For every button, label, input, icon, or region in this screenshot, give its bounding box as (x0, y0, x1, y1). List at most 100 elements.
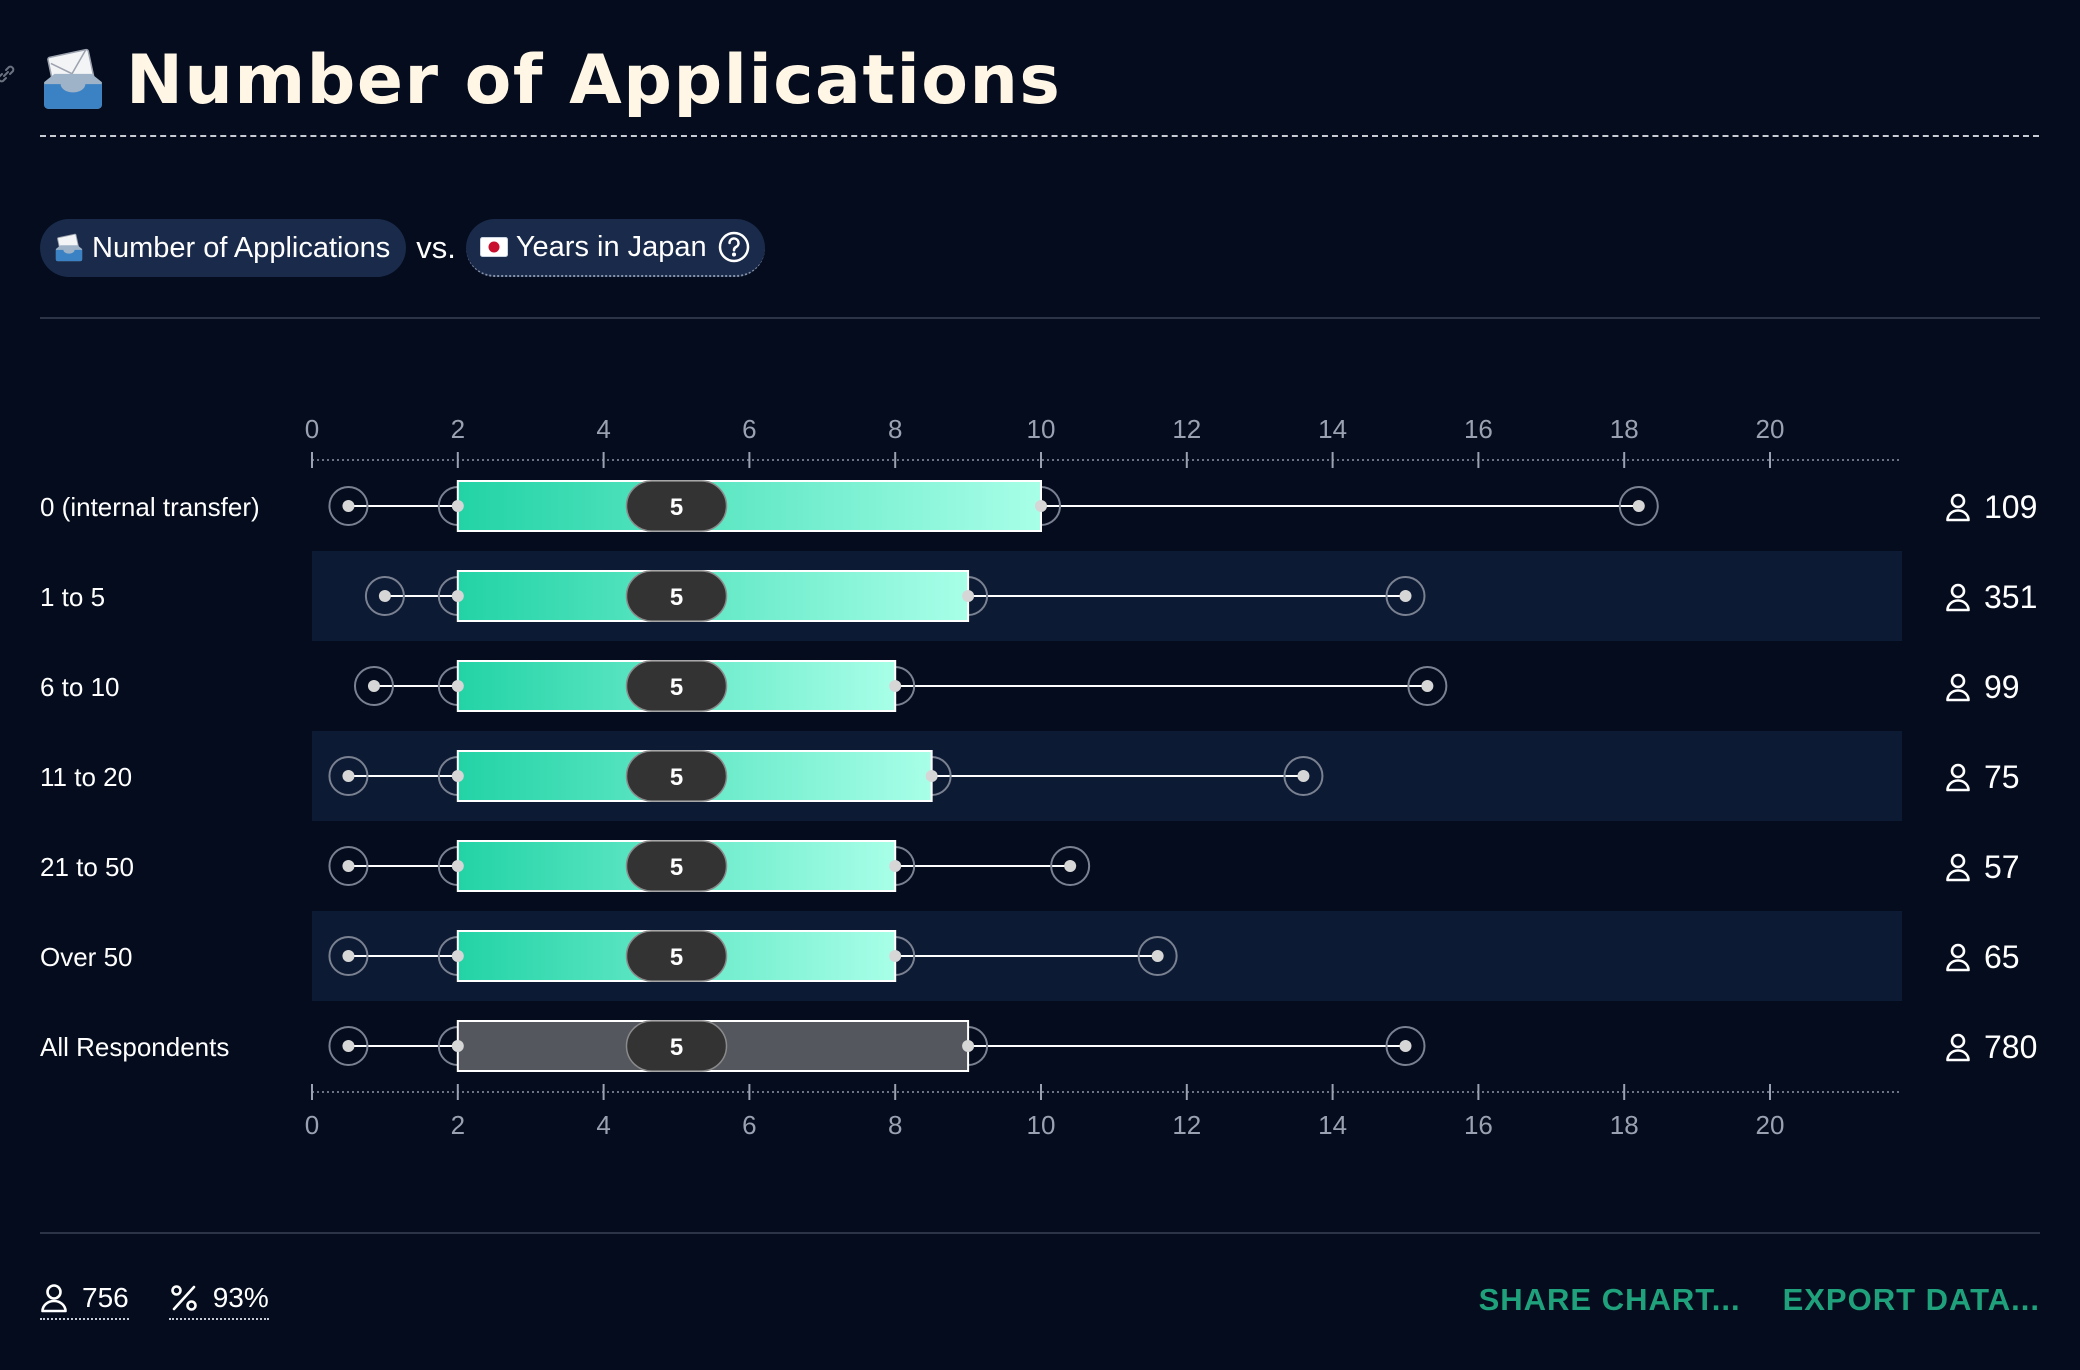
user-icon (1946, 763, 1970, 792)
q3-marker-dot (962, 590, 975, 602)
page-title: Number of Applications (126, 40, 1062, 120)
user-icon (1946, 1033, 1970, 1062)
q3-marker-dot (1035, 500, 1047, 512)
max-marker-dot (1399, 1040, 1412, 1052)
user-icon (1946, 583, 1970, 612)
median-pill[interactable] (625, 840, 728, 892)
row-label: Over 50 (40, 942, 133, 972)
row-count: 57 (1984, 849, 2020, 885)
min-marker-ring (328, 1026, 369, 1066)
primary-variable-pill[interactable]: Number of Applications (40, 219, 407, 277)
min-marker-dot (378, 590, 391, 602)
max-marker-dot (1064, 860, 1077, 872)
primary-variable-label: Number of Applications (92, 231, 391, 264)
title-divider (40, 135, 2039, 137)
median-label: 5 (670, 764, 683, 791)
q1-marker-dot (451, 950, 464, 962)
inbox-envelope-icon (55, 233, 83, 262)
footer-stats: 756 93% (40, 1282, 309, 1320)
q3-marker-dot (889, 680, 902, 692)
min-marker-dot (367, 680, 380, 692)
row-count: 351 (1984, 579, 2037, 615)
median-pill[interactable] (625, 1020, 728, 1072)
median-pill[interactable] (625, 660, 728, 712)
q1-marker-dot (451, 590, 464, 602)
x-tick-label: 14 (1318, 414, 1347, 444)
inbox-envelope-icon (44, 48, 102, 109)
min-marker-dot (342, 770, 355, 782)
max-marker-dot (1151, 950, 1164, 962)
q1-marker-dot (451, 860, 464, 872)
percent-value: 93% (212, 1282, 269, 1313)
x-tick-label: 12 (1172, 414, 1201, 444)
median-label: 5 (670, 944, 683, 971)
x-tick-label: 0 (305, 1110, 319, 1140)
q1-marker-dot (451, 770, 464, 782)
japan-flag-icon (479, 237, 508, 257)
row-count: 65 (1984, 939, 2020, 975)
median-label: 5 (670, 494, 683, 521)
user-icon (1946, 853, 1970, 882)
page-header: Number of Applications (40, 40, 1061, 120)
row-label: 11 to 20 (40, 762, 132, 792)
min-marker-dot (342, 500, 355, 512)
max-marker-dot (1421, 680, 1434, 692)
x-tick-label: 16 (1464, 414, 1493, 444)
question-circle-icon[interactable] (717, 230, 751, 264)
x-tick-label: 6 (742, 1110, 756, 1140)
min-marker-ring (364, 576, 405, 616)
iqr-box[interactable] (456, 480, 1042, 532)
row-label: 0 (internal transfer) (40, 492, 260, 522)
x-tick-label: 12 (1172, 1110, 1201, 1140)
x-tick-label: 10 (1027, 414, 1056, 444)
x-tick-label: 2 (451, 414, 465, 444)
percent-stat[interactable]: 93% (168, 1282, 269, 1320)
max-marker-dot (1297, 770, 1310, 782)
min-marker-ring (328, 846, 369, 886)
x-tick-label: 20 (1756, 1110, 1785, 1140)
q3-marker-dot (925, 770, 938, 782)
section-divider (40, 317, 2040, 319)
x-tick-label: 6 (742, 414, 756, 444)
median-pill[interactable] (625, 750, 728, 802)
row-count: 99 (1984, 669, 2020, 705)
user-icon (1946, 493, 1970, 522)
max-marker-ring (1137, 936, 1178, 976)
footer-actions: SHARE CHART... EXPORT DATA... (1437, 1282, 2040, 1318)
variable-selector: Number of Applications vs. Years in Japa… (40, 218, 765, 278)
x-tick-label: 16 (1464, 1110, 1493, 1140)
min-marker-ring (328, 936, 369, 976)
vs-label: vs. (416, 230, 456, 265)
share-chart-button[interactable]: SHARE CHART... (1478, 1282, 1741, 1317)
median-label: 5 (670, 854, 683, 881)
secondary-variable-pill[interactable]: Years in Japan (465, 219, 765, 277)
row-count: 109 (1984, 489, 2037, 525)
x-tick-label: 4 (596, 1110, 610, 1140)
median-pill[interactable] (625, 930, 728, 982)
q1-marker-dot (451, 500, 464, 512)
min-marker-dot (342, 1040, 355, 1052)
respondents-stat[interactable]: 756 (40, 1282, 129, 1320)
min-marker-ring (328, 756, 369, 796)
max-marker-dot (1399, 590, 1412, 602)
x-tick-label: 14 (1318, 1110, 1347, 1140)
link-icon[interactable] (0, 62, 18, 86)
user-icon (1946, 673, 1970, 702)
row-label: 21 to 50 (40, 852, 134, 882)
x-tick-label: 20 (1756, 414, 1785, 444)
secondary-variable-label: Years in Japan (515, 230, 707, 263)
boxplot-chart: 0 2 4 6 8 10 12 14 16 18 20 0 2 4 6 8 10 12 14 16 18 20 0 (int… (40, 414, 2037, 1140)
x-tick-label: 18 (1610, 1110, 1639, 1140)
median-pill[interactable] (625, 480, 728, 532)
max-marker-ring (1385, 1026, 1426, 1066)
respondents-count: 756 (82, 1282, 129, 1313)
percent-icon (170, 1285, 197, 1311)
row-label: All Respondents (40, 1032, 229, 1062)
x-tick-label: 0 (305, 414, 319, 444)
median-label: 5 (670, 674, 683, 701)
median-pill[interactable] (625, 570, 728, 622)
x-tick-label: 8 (888, 414, 902, 444)
median-label: 5 (670, 584, 683, 611)
export-data-button[interactable]: EXPORT DATA... (1782, 1282, 2040, 1317)
row-label: 6 to 10 (40, 672, 120, 702)
